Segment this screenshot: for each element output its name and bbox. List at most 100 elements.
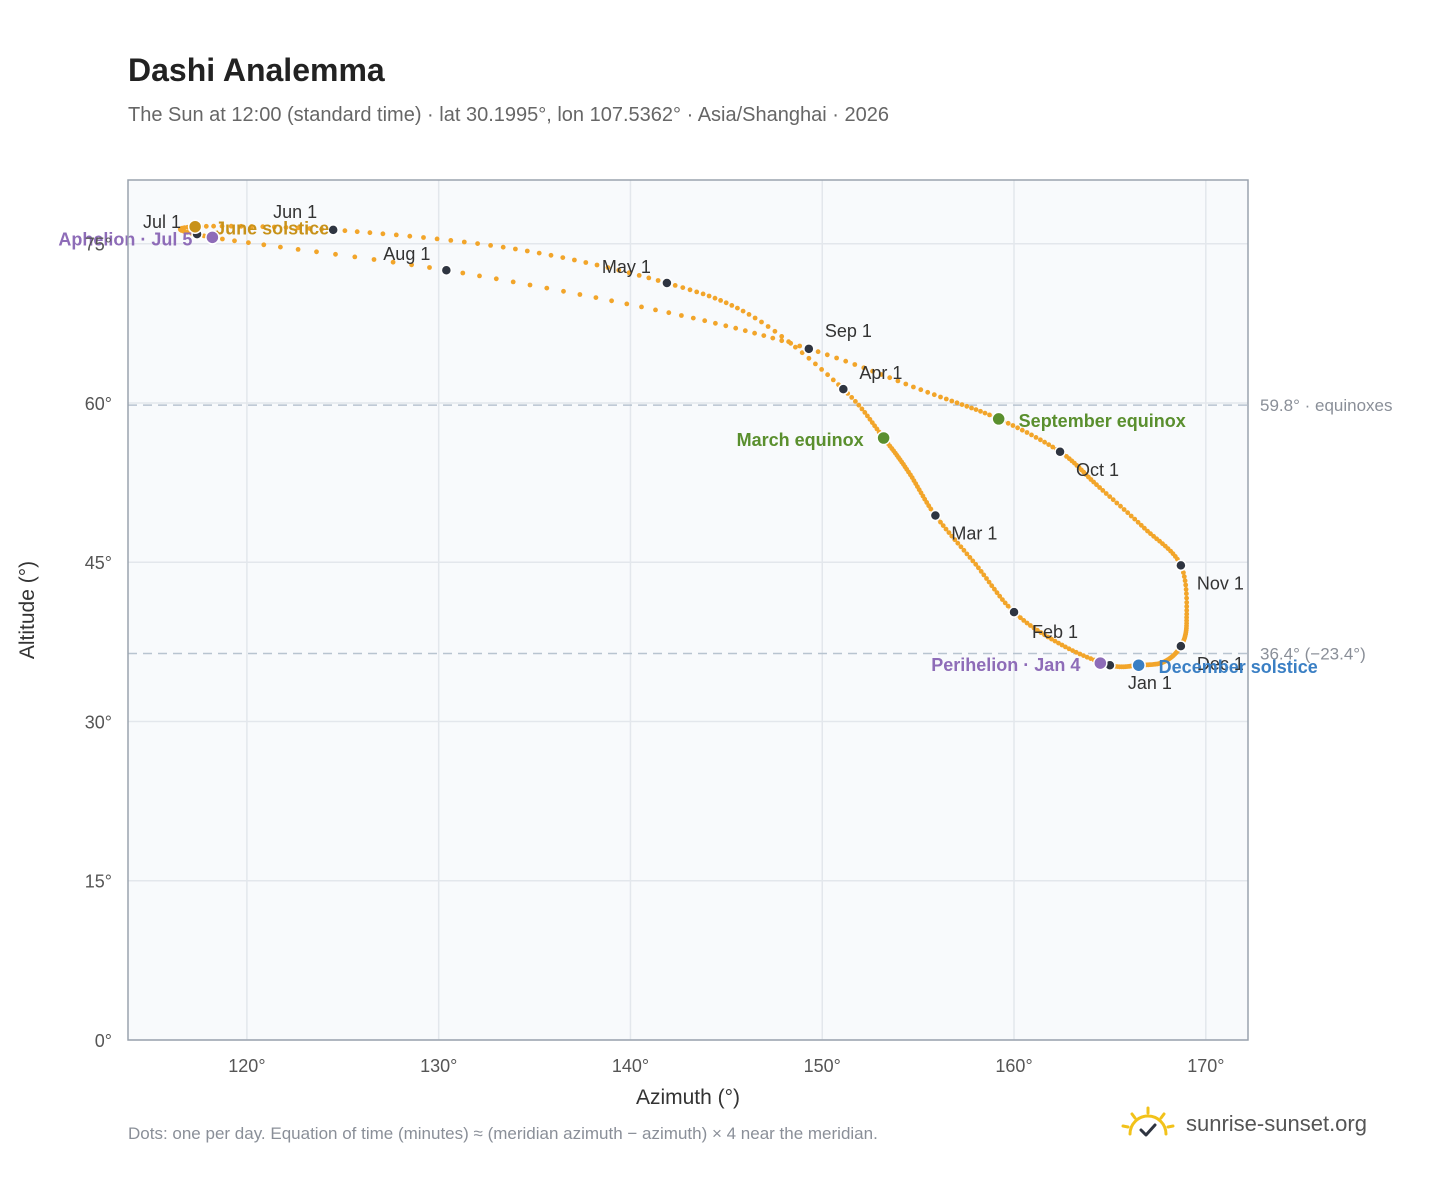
event-marker bbox=[991, 411, 1006, 427]
day-dot bbox=[976, 565, 981, 571]
month-label: Feb 1 bbox=[1032, 622, 1078, 642]
event-marker bbox=[876, 430, 891, 446]
day-dot bbox=[427, 265, 432, 270]
day-dot bbox=[815, 349, 821, 355]
day-dot bbox=[1132, 516, 1138, 522]
day-dot bbox=[752, 315, 758, 321]
day-dot bbox=[931, 392, 937, 398]
day-dot bbox=[232, 238, 237, 244]
month-marker bbox=[837, 383, 850, 395]
day-dot bbox=[1183, 582, 1189, 588]
day-dot bbox=[1138, 522, 1144, 528]
day-dot bbox=[994, 590, 1000, 596]
day-dot bbox=[544, 285, 550, 291]
day-dot bbox=[1184, 615, 1189, 620]
day-dot bbox=[421, 235, 426, 240]
day-dot bbox=[278, 244, 283, 250]
day-dot bbox=[986, 579, 992, 585]
event-label: Aphelion · Jul 5 bbox=[58, 229, 192, 249]
day-dot bbox=[1033, 435, 1039, 440]
x-axis-label: Azimuth (°) bbox=[636, 1086, 740, 1109]
brand-name: sunrise-sunset.org bbox=[1186, 1111, 1367, 1136]
day-dot bbox=[1128, 513, 1134, 519]
brand[interactable]: sunrise-sunset.org bbox=[1120, 1100, 1367, 1148]
day-dot bbox=[639, 304, 644, 310]
event-label: December solstice bbox=[1159, 657, 1318, 677]
day-dot bbox=[461, 239, 467, 245]
day-dot bbox=[1038, 630, 1044, 635]
day-dot bbox=[448, 238, 454, 243]
month-label: Dec 1 bbox=[1197, 654, 1244, 674]
day-dot bbox=[238, 223, 244, 229]
day-dot bbox=[352, 254, 358, 260]
day-dot bbox=[249, 224, 255, 229]
month-marker bbox=[661, 277, 673, 289]
day-dot bbox=[955, 540, 961, 546]
event-marker bbox=[187, 219, 203, 234]
month-marker bbox=[327, 224, 339, 236]
day-dot bbox=[706, 293, 712, 299]
x-tick-label: 140° bbox=[612, 1056, 649, 1076]
day-dot bbox=[510, 279, 516, 285]
day-dot bbox=[1005, 603, 1011, 609]
day-dot bbox=[616, 267, 622, 273]
footnote: Dots: one per day. Equation of time (min… bbox=[128, 1124, 878, 1143]
day-dot bbox=[1145, 528, 1150, 534]
month-markers: Jan 1 Feb 1 Mar 1 Apr 1 May 1 Jun 1 Jul 1 Aug 1… bbox=[143, 202, 1244, 693]
reference-line-label: 36.4° (−23.4°) bbox=[1260, 645, 1366, 664]
day-dot bbox=[1050, 444, 1056, 450]
day-dot bbox=[1184, 600, 1190, 605]
day-dot bbox=[859, 406, 865, 412]
day-dot bbox=[970, 558, 976, 564]
day-dot bbox=[1066, 646, 1072, 652]
day-dot bbox=[861, 365, 867, 371]
day-dot bbox=[260, 224, 266, 230]
day-dot bbox=[1184, 595, 1189, 601]
day-dot bbox=[493, 276, 499, 282]
day-dot bbox=[1184, 611, 1190, 617]
day-dot bbox=[513, 246, 518, 252]
day-dot bbox=[887, 375, 893, 381]
month-label: Jul 1 bbox=[143, 212, 181, 232]
month-marker bbox=[440, 264, 453, 276]
day-dot bbox=[967, 555, 973, 560]
day-dot bbox=[964, 551, 970, 557]
day-dot bbox=[786, 339, 791, 345]
day-dot bbox=[203, 223, 209, 229]
day-dot bbox=[779, 338, 785, 344]
day-dot bbox=[959, 402, 965, 407]
month-label: Jan 1 bbox=[1128, 673, 1172, 693]
y-tick-label: 0° bbox=[95, 1031, 112, 1051]
sun-check-icon bbox=[1121, 1106, 1175, 1137]
day-dot bbox=[261, 242, 267, 248]
day-dot bbox=[407, 233, 413, 239]
day-dot bbox=[1077, 651, 1083, 657]
day-dot bbox=[949, 533, 955, 539]
day-dot bbox=[1035, 627, 1040, 633]
day-dot bbox=[1183, 587, 1189, 592]
day-dot bbox=[460, 270, 466, 276]
day-dot bbox=[982, 410, 988, 416]
day-dot bbox=[862, 410, 868, 415]
axis-ticks: 120° 130° 140° 150° 160° 170° 0° 15° 30° 45° 60° 75… bbox=[85, 235, 1225, 1076]
day-dot bbox=[393, 232, 399, 238]
day-dot bbox=[475, 241, 480, 247]
day-dot bbox=[973, 407, 979, 412]
day-dot bbox=[434, 236, 440, 242]
day-dot bbox=[830, 377, 836, 383]
day-dot bbox=[735, 305, 740, 311]
day-dot bbox=[954, 400, 960, 406]
day-dot bbox=[1002, 600, 1008, 606]
day-dot bbox=[609, 298, 614, 304]
day-dot bbox=[752, 330, 757, 336]
day-dot bbox=[390, 259, 396, 265]
day-dot bbox=[220, 236, 225, 242]
day-dot bbox=[761, 333, 767, 338]
day-dot bbox=[978, 569, 984, 574]
day-dot bbox=[1107, 494, 1113, 499]
day-dot bbox=[981, 572, 987, 578]
day-dot bbox=[1084, 654, 1090, 660]
day-dot bbox=[409, 262, 414, 268]
day-dot bbox=[333, 251, 338, 257]
